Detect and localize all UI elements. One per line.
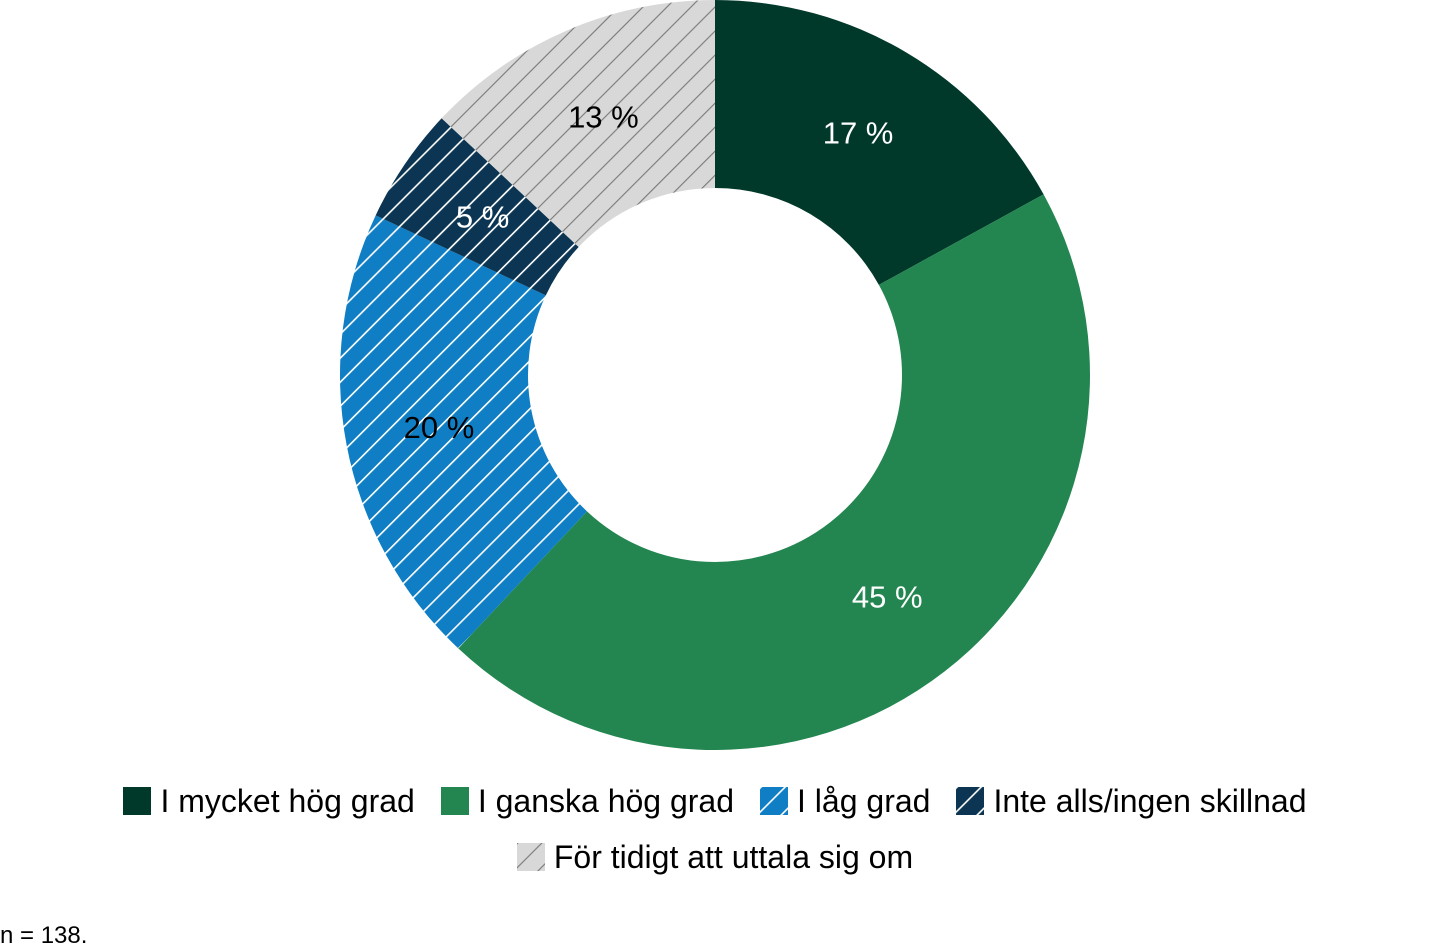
legend-item-3: I låg grad — [760, 780, 930, 822]
legend-item-2: I ganska hög grad — [440, 780, 735, 822]
slice-label-4: 5 % — [456, 200, 509, 235]
legend-item-1: I mycket hög grad — [123, 780, 415, 822]
legend-item-5: För tidigt att uttala sig om — [516, 836, 914, 878]
legend-label-5: För tidigt att uttala sig om — [553, 839, 914, 875]
slice-label-3: 20 % — [404, 410, 475, 445]
legend-swatch-1 — [123, 787, 152, 815]
slice-label-5: 13 % — [568, 100, 639, 135]
legend-label-2: I ganska hög grad — [477, 783, 735, 819]
legend-swatch-4 — [956, 787, 985, 815]
legend-item-4: Inte alls/ingen skillnad — [956, 780, 1307, 822]
legend-label-3: I låg grad — [797, 783, 931, 819]
legend-swatch-2 — [440, 787, 469, 815]
legend-label-1: I mycket hög grad — [160, 783, 415, 819]
legend-swatch-3 — [760, 787, 789, 815]
slice-2 — [458, 194, 1090, 750]
sample-size-note: n = 138. — [0, 922, 88, 949]
slice-1 — [715, 0, 1044, 285]
legend-swatch-5 — [516, 843, 545, 871]
slice-3 — [340, 215, 587, 649]
slice-label-2: 45 % — [852, 580, 923, 615]
slice-4 — [375, 118, 579, 296]
legend-label-4: Inte alls/ingen skillnad — [993, 783, 1307, 819]
slice-label-1: 17 % — [823, 116, 894, 151]
legend: I mycket hög grad I ganska hög grad I låg … — [0, 780, 1430, 878]
slice-5 — [441, 0, 715, 247]
